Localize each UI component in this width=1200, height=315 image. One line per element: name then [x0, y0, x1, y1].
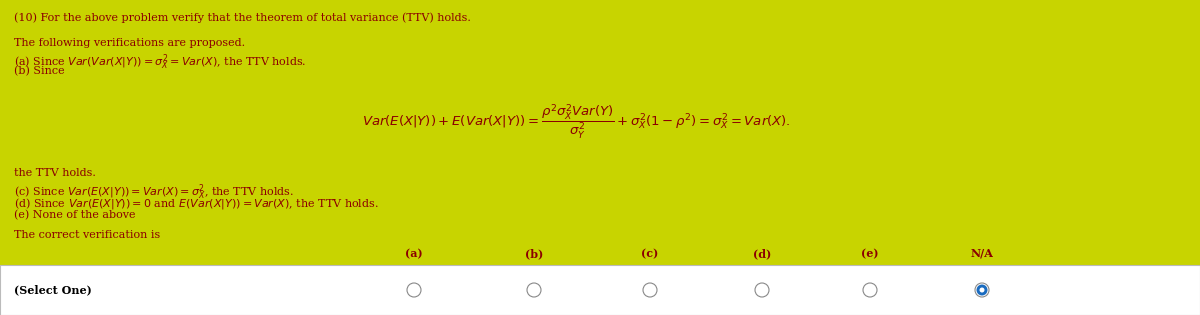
Circle shape	[527, 283, 541, 297]
Text: The following verifications are proposed.: The following verifications are proposed…	[14, 38, 245, 48]
Text: (d) Since $Var(E(X|Y)) = 0$ and $E(Var(X|Y)) = Var(X)$, the TTV holds.: (d) Since $Var(E(X|Y)) = 0$ and $E(Var(X…	[14, 196, 379, 211]
Circle shape	[407, 283, 421, 297]
Text: (Select One): (Select One)	[14, 284, 91, 295]
Circle shape	[863, 283, 877, 297]
Circle shape	[755, 283, 769, 297]
Text: The correct verification is: The correct verification is	[14, 230, 161, 240]
Text: (e) None of the above: (e) None of the above	[14, 210, 136, 220]
Circle shape	[974, 283, 989, 297]
Text: $Var(E(X|Y)) + E(Var(X|Y)) = \dfrac{\rho^2\sigma_X^2 Var(Y)}{\sigma_Y^2} + \sigm: $Var(E(X|Y)) + E(Var(X|Y)) = \dfrac{\rho…	[361, 103, 791, 141]
Circle shape	[979, 288, 984, 293]
Bar	[0, 265, 1200, 315]
Text: (a): (a)	[406, 248, 422, 259]
Text: (b): (b)	[524, 248, 544, 259]
Text: (a) Since $Var(Var(X|Y)) = \sigma_X^2 = Var(X)$, the TTV holds.: (a) Since $Var(Var(X|Y)) = \sigma_X^2 = …	[14, 52, 306, 72]
Circle shape	[643, 283, 658, 297]
Text: the TTV holds.: the TTV holds.	[14, 168, 96, 178]
Text: N/A: N/A	[971, 248, 994, 259]
Circle shape	[977, 284, 988, 295]
Text: (b) Since: (b) Since	[14, 66, 65, 76]
Text: (c) Since $Var(E(X|Y)) = Var(X) = \sigma_X^2$, the TTV holds.: (c) Since $Var(E(X|Y)) = Var(X) = \sigma…	[14, 182, 294, 202]
Text: (e): (e)	[862, 248, 878, 259]
Text: (c): (c)	[641, 248, 659, 259]
Text: (10) For the above problem verify that the theorem of total variance (TTV) holds: (10) For the above problem verify that t…	[14, 12, 470, 23]
Text: (d): (d)	[752, 248, 772, 259]
